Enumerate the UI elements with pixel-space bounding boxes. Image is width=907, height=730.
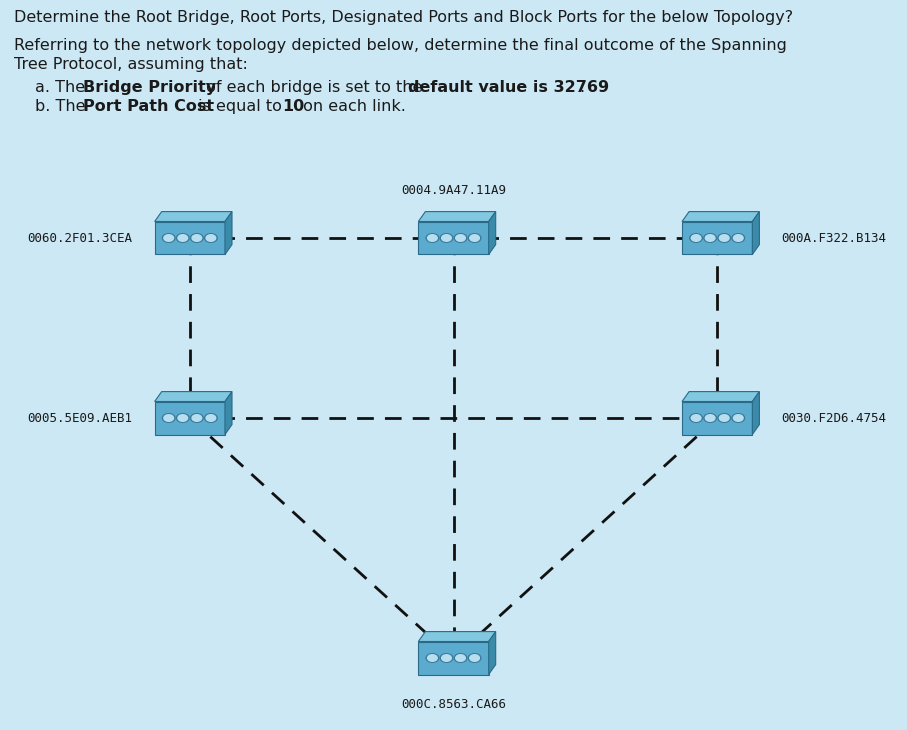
Circle shape bbox=[691, 235, 701, 242]
Circle shape bbox=[440, 234, 453, 242]
Polygon shape bbox=[154, 402, 225, 434]
Circle shape bbox=[164, 415, 173, 421]
Circle shape bbox=[440, 653, 453, 662]
Polygon shape bbox=[489, 631, 496, 675]
Circle shape bbox=[704, 234, 717, 242]
Polygon shape bbox=[154, 391, 232, 402]
Circle shape bbox=[718, 234, 730, 242]
Circle shape bbox=[690, 234, 702, 242]
Circle shape bbox=[455, 655, 465, 661]
Circle shape bbox=[719, 235, 729, 242]
Circle shape bbox=[734, 235, 743, 242]
Text: Port Path Cost: Port Path Cost bbox=[83, 99, 214, 114]
Polygon shape bbox=[489, 212, 496, 255]
Polygon shape bbox=[418, 642, 489, 675]
Text: Tree Protocol, assuming that:: Tree Protocol, assuming that: bbox=[14, 57, 248, 72]
Text: 000A.F322.B134: 000A.F322.B134 bbox=[781, 231, 886, 245]
Circle shape bbox=[455, 235, 465, 242]
Circle shape bbox=[426, 653, 439, 662]
Polygon shape bbox=[682, 402, 753, 434]
Polygon shape bbox=[154, 221, 225, 255]
Circle shape bbox=[468, 653, 481, 662]
Circle shape bbox=[718, 414, 730, 422]
Polygon shape bbox=[753, 212, 759, 255]
Text: b. The: b. The bbox=[35, 99, 91, 114]
Circle shape bbox=[205, 234, 217, 242]
Polygon shape bbox=[682, 221, 753, 255]
Circle shape bbox=[454, 234, 467, 242]
Polygon shape bbox=[682, 391, 759, 402]
Polygon shape bbox=[682, 212, 759, 221]
Circle shape bbox=[192, 415, 201, 421]
Polygon shape bbox=[418, 212, 496, 221]
Text: a. The: a. The bbox=[35, 80, 91, 95]
Circle shape bbox=[164, 235, 173, 242]
Circle shape bbox=[704, 414, 717, 422]
Circle shape bbox=[192, 235, 201, 242]
Text: 0005.5E09.AEB1: 0005.5E09.AEB1 bbox=[28, 412, 132, 425]
Text: 10: 10 bbox=[282, 99, 305, 114]
Polygon shape bbox=[418, 221, 489, 255]
Circle shape bbox=[719, 415, 729, 421]
Polygon shape bbox=[753, 391, 759, 434]
Circle shape bbox=[206, 415, 216, 421]
Circle shape bbox=[178, 415, 188, 421]
Text: 0060.2F01.3CEA: 0060.2F01.3CEA bbox=[28, 231, 132, 245]
Circle shape bbox=[706, 235, 715, 242]
Text: Bridge Priority: Bridge Priority bbox=[83, 80, 217, 95]
Circle shape bbox=[426, 234, 439, 242]
Circle shape bbox=[177, 414, 189, 422]
Circle shape bbox=[470, 235, 480, 242]
Circle shape bbox=[190, 414, 203, 422]
Text: default value is 32769: default value is 32769 bbox=[407, 80, 609, 95]
Text: is equal to: is equal to bbox=[193, 99, 287, 114]
Polygon shape bbox=[225, 212, 232, 255]
Circle shape bbox=[442, 235, 452, 242]
Text: Referring to the network topology depicted below, determine the final outcome of: Referring to the network topology depict… bbox=[14, 38, 787, 53]
Circle shape bbox=[732, 234, 745, 242]
Text: 000C.8563.CA66: 000C.8563.CA66 bbox=[401, 699, 506, 712]
Circle shape bbox=[162, 234, 175, 242]
Circle shape bbox=[177, 234, 189, 242]
Circle shape bbox=[690, 414, 702, 422]
Circle shape bbox=[427, 655, 437, 661]
Circle shape bbox=[706, 415, 715, 421]
Circle shape bbox=[206, 235, 216, 242]
Polygon shape bbox=[225, 391, 232, 434]
Circle shape bbox=[470, 655, 480, 661]
Polygon shape bbox=[418, 631, 496, 642]
Text: 0004.9A47.11A9: 0004.9A47.11A9 bbox=[401, 184, 506, 196]
Circle shape bbox=[732, 414, 745, 422]
Circle shape bbox=[442, 655, 452, 661]
Text: on each link.: on each link. bbox=[298, 99, 406, 114]
Circle shape bbox=[691, 415, 701, 421]
Circle shape bbox=[205, 414, 217, 422]
Polygon shape bbox=[154, 212, 232, 221]
Text: .: . bbox=[580, 80, 585, 95]
Circle shape bbox=[468, 234, 481, 242]
Text: 0030.F2D6.4754: 0030.F2D6.4754 bbox=[781, 412, 886, 425]
Circle shape bbox=[190, 234, 203, 242]
Text: of each bridge is set to the: of each bridge is set to the bbox=[200, 80, 427, 95]
Text: Determine the Root Bridge, Root Ports, Designated Ports and Block Ports for the : Determine the Root Bridge, Root Ports, D… bbox=[14, 10, 793, 25]
Circle shape bbox=[178, 235, 188, 242]
Circle shape bbox=[454, 653, 467, 662]
Circle shape bbox=[427, 235, 437, 242]
Circle shape bbox=[734, 415, 743, 421]
Circle shape bbox=[162, 414, 175, 422]
